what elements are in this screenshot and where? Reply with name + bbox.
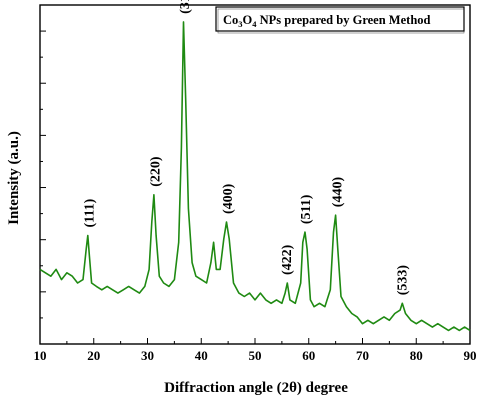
peak-label: (422) xyxy=(280,244,295,275)
x-tick-label: 40 xyxy=(195,348,208,363)
y-axis-ticks xyxy=(40,30,46,345)
peak-label: (311) xyxy=(178,0,193,14)
x-tick-label: 20 xyxy=(87,348,100,363)
peak-label: (220) xyxy=(149,156,164,187)
y-axis-title: Intensity (a.u.) xyxy=(6,131,22,225)
peak-label: (511) xyxy=(299,194,314,224)
peak-label: (111) xyxy=(82,198,97,227)
x-axis-title: Diffraction angle (2θ) degree xyxy=(164,380,348,396)
x-tick-label: 30 xyxy=(141,348,154,363)
x-tick-label: 10 xyxy=(34,348,47,363)
x-tick-label: 70 xyxy=(356,348,369,363)
x-tick-label: 60 xyxy=(302,348,315,363)
x-axis-ticks: 10 20 30 40 50 60 70 80 90 xyxy=(34,338,477,363)
series-layer xyxy=(39,21,471,332)
x-tick-label: 80 xyxy=(410,348,423,363)
peak-label: (400) xyxy=(221,183,236,214)
legend-label: Co3O4 NPs prepared by Green Method xyxy=(223,13,431,29)
legend-box: Co3O4 NPs prepared by Green Method xyxy=(215,6,465,34)
peak-labels: (111) (220) (311) (400) (422) (511) (440) (533) xyxy=(82,0,410,295)
peak-label: (533) xyxy=(396,265,411,296)
x-tick-label: 90 xyxy=(464,348,477,363)
peak-label: (440) xyxy=(331,177,346,208)
series-line xyxy=(39,21,471,332)
x-tick-label: 50 xyxy=(249,348,262,363)
